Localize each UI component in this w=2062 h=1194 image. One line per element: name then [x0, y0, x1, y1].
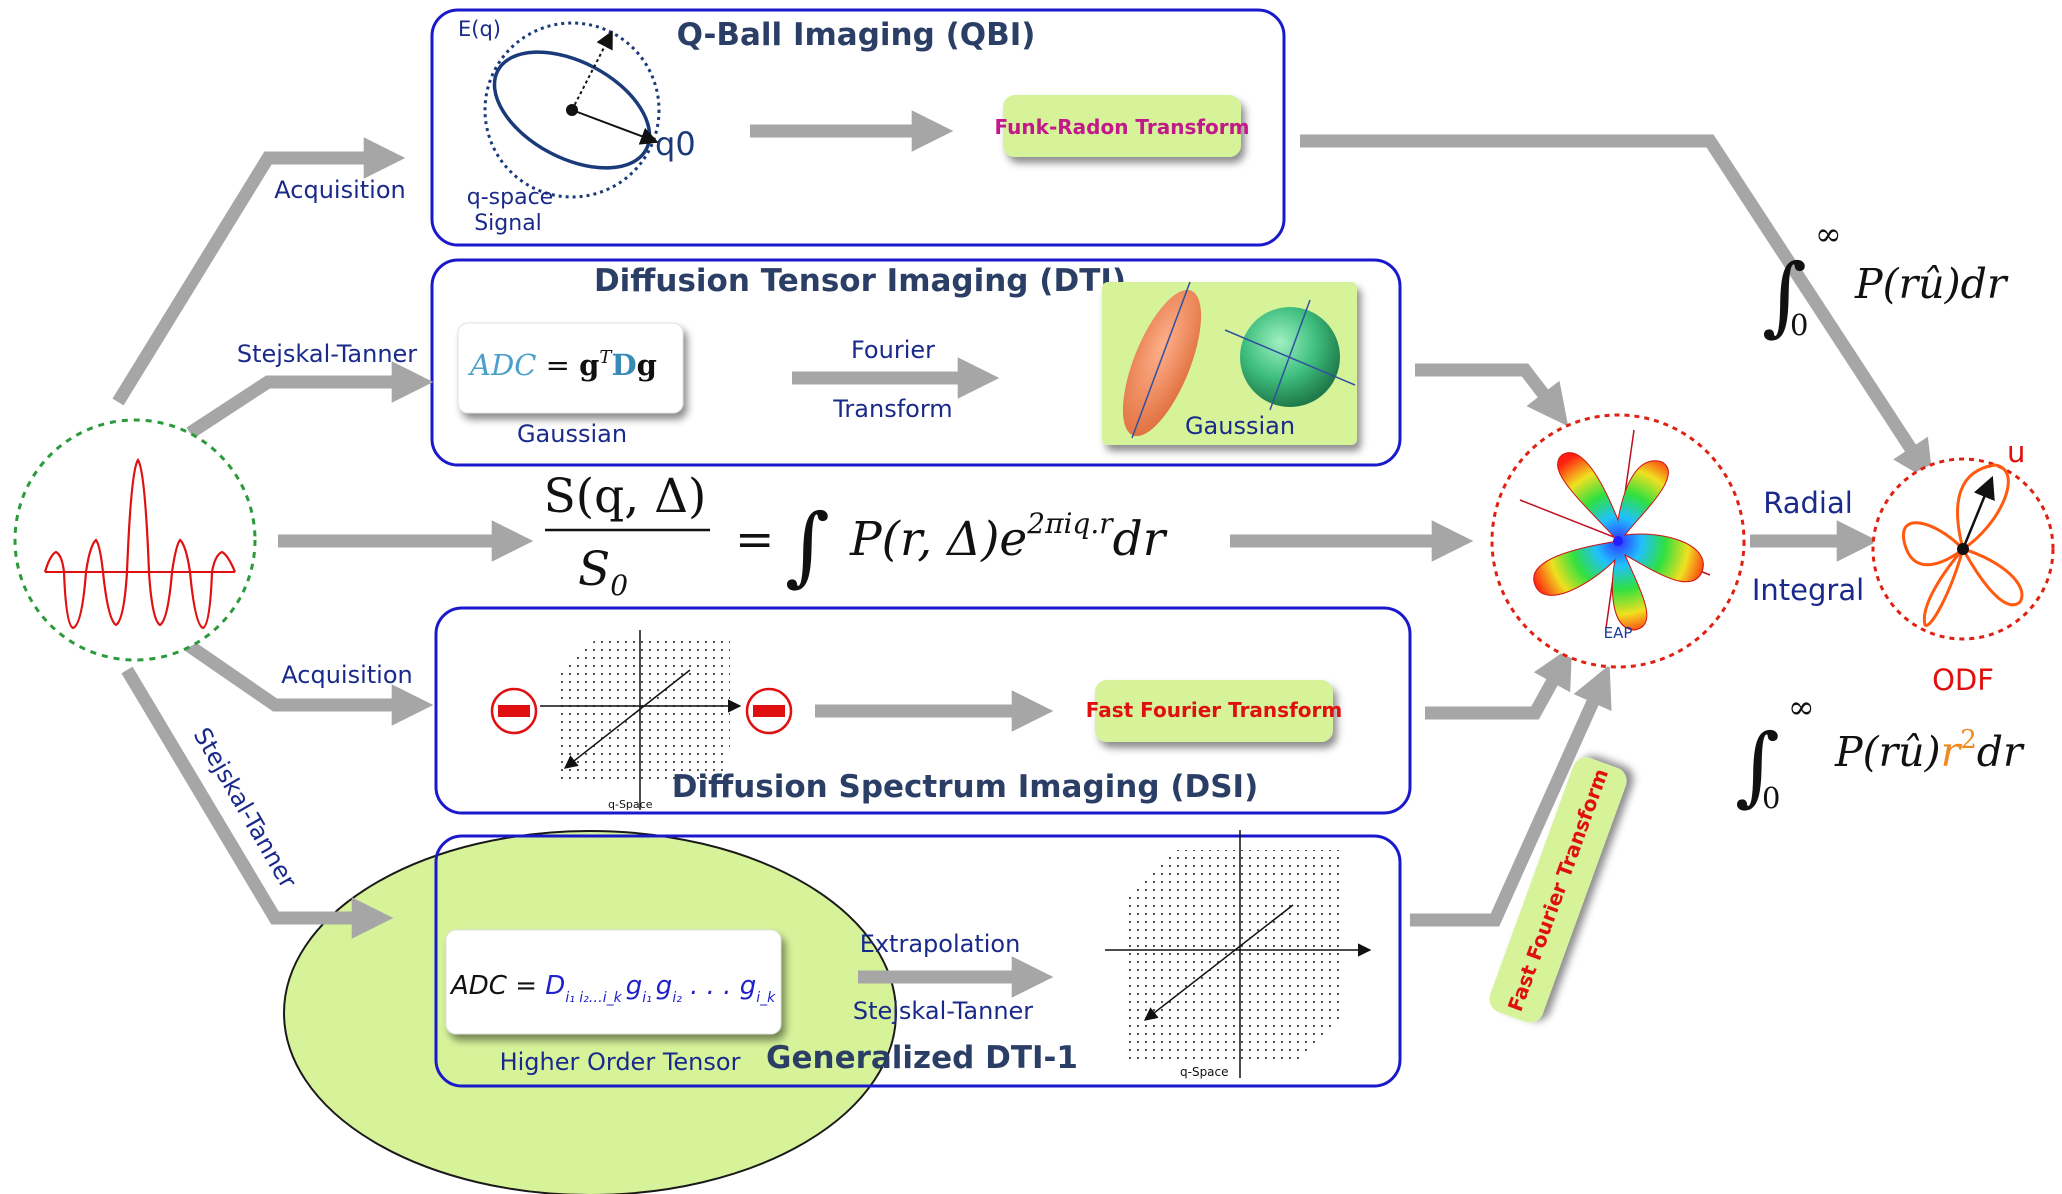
dsi-axis-label: q-Space [608, 798, 653, 811]
svg-text:P(r, Δ)e2πiq.rdr: P(r, Δ)e2πiq.rdr [849, 507, 1168, 567]
arrow-gdti-to-eap [1410, 664, 1612, 927]
qspace-signal-icon [483, 21, 661, 199]
int2-body-b: dr [1977, 728, 2025, 776]
gdti-eq-dots: . . . [682, 971, 740, 1001]
gdti-eq-g1: g [626, 971, 643, 1001]
int2-lower: 0 [1762, 781, 1780, 815]
dsi-fft-box: Fast Fourier Transform [1086, 680, 1342, 742]
gdti-eq-g3: g [740, 971, 757, 1001]
eq-differential: dr [1113, 512, 1168, 567]
dsi-qspace-cube: q-Space [540, 630, 742, 811]
dsi-title: Diffusion Spectrum Imaging (DSI) [672, 769, 1259, 805]
main-equation: S(q, Δ) S0 = ∫ P(r, Δ)e2πiq.rdr [544, 469, 1168, 602]
odf-circle [1871, 457, 2055, 641]
extrapolation-label: Extrapolation [860, 930, 1021, 958]
arrow-acquisition-top [112, 137, 406, 406]
odf-integral-2: ∫ ∞ 0 P(rû)r2dr [1735, 688, 2025, 816]
minus-icon-right [745, 687, 793, 735]
integral-sign-1: ∫ [1762, 246, 1807, 346]
int1-lower: 0 [1790, 308, 1808, 342]
arrow-qbi-to-odf [1300, 134, 1934, 483]
eq-exponent: 2πiq.r [1026, 507, 1114, 540]
int1-body: P(rû)dr [1854, 260, 2009, 308]
integral-label: Integral [1752, 573, 1864, 607]
sinc-waveform [43, 458, 237, 630]
qspace-label-1: q-space [467, 185, 553, 210]
gdti-eq-g3-sub: i_k [756, 990, 776, 1006]
dti-gaussian-box: Gaussian [1102, 281, 1357, 445]
gdti-stejskal-label: Stejskal-Tanner [853, 997, 1033, 1025]
gdti-eq-tensor-sub: i₁ i₂…i_k [565, 990, 622, 1006]
gdti-eq-g2: g [656, 971, 673, 1001]
arrow-acquisition-mid [184, 639, 434, 726]
dti-eq-lhs: ADC [467, 348, 536, 382]
fourier-label-2: Transform [832, 395, 952, 423]
odf-label: ODF [1932, 663, 1994, 697]
int2-upper: ∞ [1788, 688, 1815, 726]
integral-sign: ∫ [785, 496, 830, 596]
arrow-dsi-to-eap [1425, 645, 1573, 720]
arrow-stejskal-top [186, 361, 434, 439]
dti-eq-g2: g [637, 348, 657, 382]
dti-gaussian-left: Gaussian [517, 420, 627, 448]
gdti-axis-label: q-Space [1180, 1065, 1229, 1079]
eap-circle: EAP [1490, 413, 1746, 669]
eq-denominator: S [578, 542, 610, 597]
signal-circle [13, 418, 257, 662]
int2-r2: r [1941, 728, 1963, 776]
odf-integral-1: ∫ ∞ 0 P(rû)dr [1762, 215, 2009, 346]
dti-equation-box: ADC = gTDg [457, 322, 684, 414]
eq-label: E(q) [458, 17, 501, 41]
radial-label: Radial [1763, 486, 1853, 520]
vertical-fft-label: Fast Fourier Transform [1503, 765, 1613, 1014]
gdti-eq-g2-sub: i₂ [672, 990, 682, 1006]
gdti-eq-g1-sub: i₁ [642, 990, 652, 1006]
stejskal-top-label: Stejskal-Tanner [237, 340, 417, 368]
int1-upper: ∞ [1815, 215, 1842, 253]
dti-title: Diffusion Tensor Imaging (DTI) [594, 263, 1126, 299]
dsi-fft-label: Fast Fourier Transform [1086, 698, 1342, 722]
gdti-title: Generalized DTI-1 [766, 1040, 1078, 1076]
qbi-title: Q-Ball Imaging (QBI) [677, 17, 1036, 53]
gdti-equation-box: ADC = Di₁ i₂…i_k gi₁ gi₂ . . . gi_k [445, 929, 782, 1035]
u-label: u [2007, 435, 2025, 469]
gdti-box [434, 834, 1402, 1088]
dti-eq-eq: = [536, 348, 579, 382]
eq-integrand: P(r, Δ)e [849, 512, 1027, 567]
dti-eq-T: T [599, 347, 613, 368]
integral-sign-2: ∫ [1735, 716, 1780, 816]
eq-equals: = [735, 512, 774, 567]
gdti-eq-lhs: ADC = [449, 971, 545, 1001]
eq-numerator: S(q, Δ) [544, 469, 707, 524]
arrow-stejskal-bottom [121, 666, 394, 939]
qspace-label-2: Signal [474, 211, 542, 236]
eap-label: EAP [1604, 624, 1633, 642]
flow-arrows [112, 110, 1934, 998]
q0-label: q0 [655, 125, 696, 163]
funk-radon-box: Funk-Radon Transform [995, 95, 1250, 157]
dti-eq-g: g [579, 348, 599, 382]
dti-gaussian-right: Gaussian [1185, 412, 1295, 440]
gdti-eq-tensor: D [545, 971, 565, 1001]
fourier-label-1: Fourier [851, 336, 935, 364]
gdti-qspace-cube: q-Space [1105, 830, 1372, 1079]
svg-text:S0: S0 [578, 542, 628, 602]
svg-text:P(rû)r2dr: P(rû)r2dr [1834, 725, 2025, 776]
acquisition-top-label: Acquisition [274, 176, 405, 204]
dti-eq-D: D [611, 348, 636, 382]
arrow-dti-to-eap [1415, 363, 1569, 427]
funk-radon-label: Funk-Radon Transform [995, 115, 1250, 139]
gdti-subtitle: Higher Order Tensor [500, 1048, 741, 1076]
ellipsoid-shape [1122, 289, 1202, 437]
int2-body-a: P(rû) [1834, 728, 1941, 776]
int2-r2-exp: 2 [1960, 725, 1977, 755]
minus-icon-left [490, 687, 538, 735]
acquisition-mid-label: Acquisition [281, 661, 412, 689]
svg-text:ADC = gTDg: ADC = gTDg [467, 347, 657, 382]
eq-denominator-sub: 0 [610, 569, 628, 602]
